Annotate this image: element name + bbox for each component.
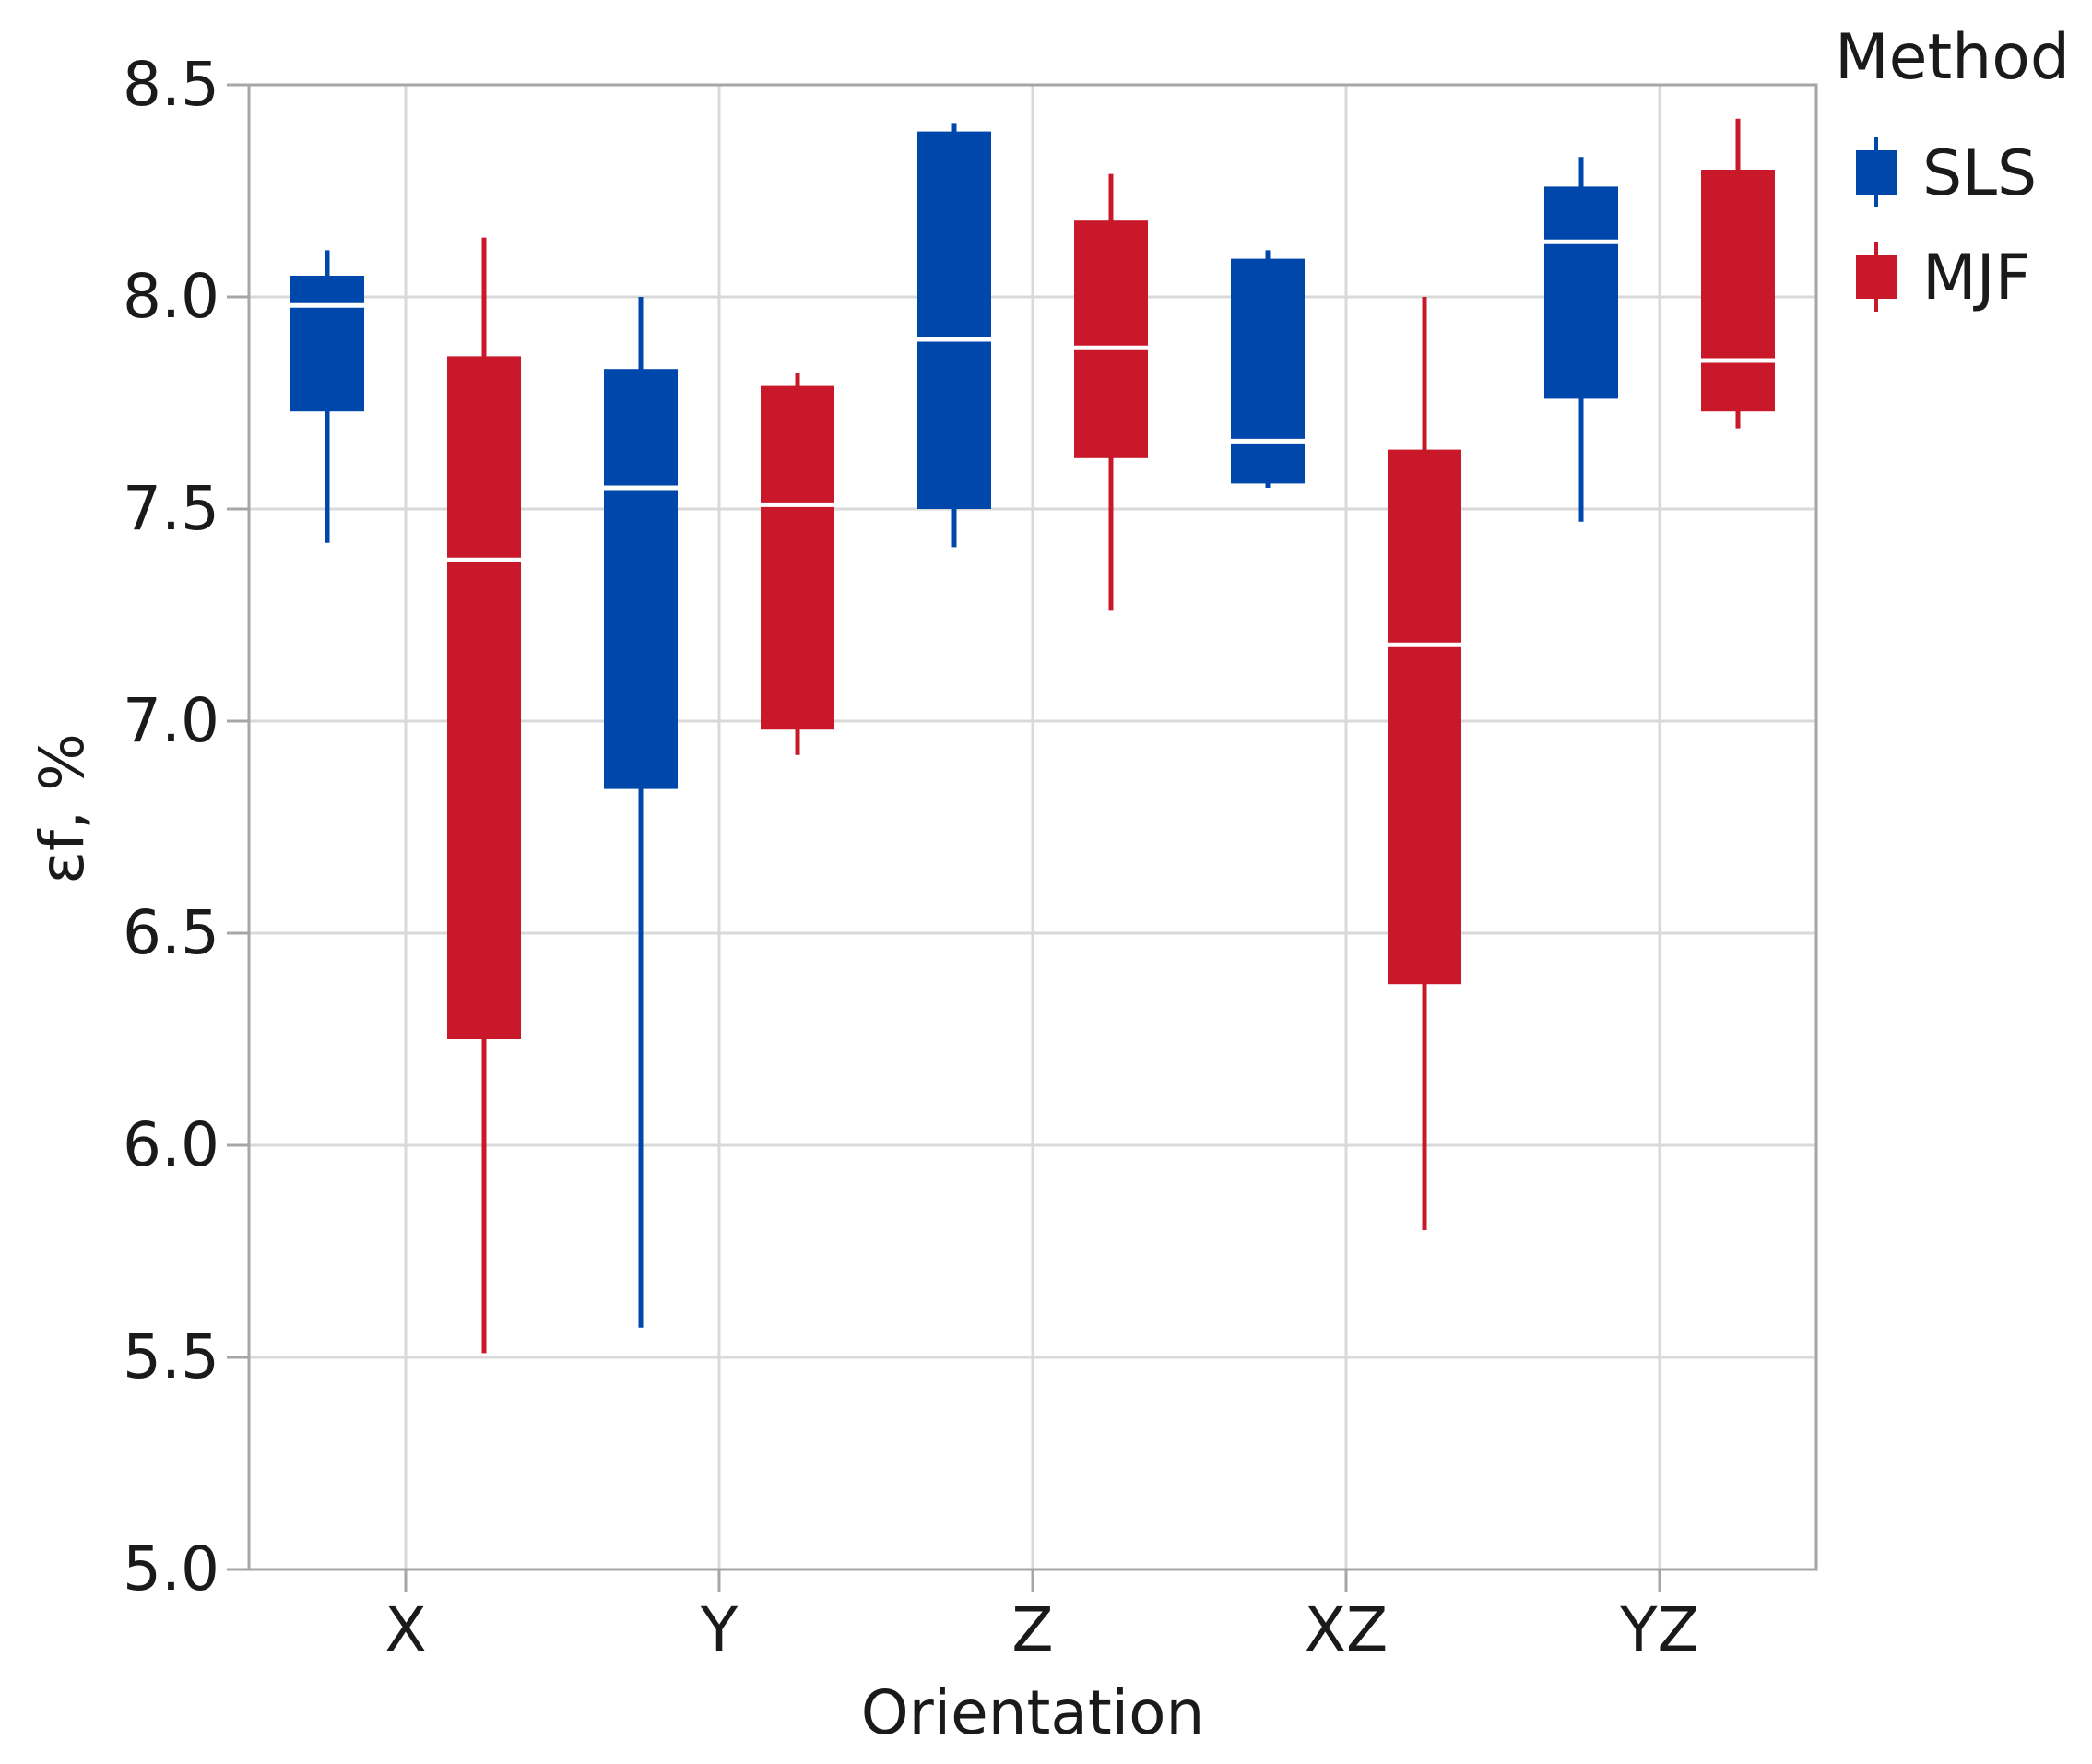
y-tick-label: 5.5 [123, 1321, 219, 1392]
y-axis-label: εf, % [27, 733, 98, 884]
legend-item-mjf: MJF [1856, 242, 2031, 314]
legend-swatch [1856, 255, 1897, 299]
box-iqr [1074, 220, 1148, 458]
box-iqr [290, 276, 364, 412]
box-mjf-x [447, 237, 521, 1354]
box-sls-yz [1544, 157, 1618, 522]
y-tick-label: 6.5 [123, 897, 219, 968]
box-iqr [761, 385, 834, 730]
x-tick-label: Y [700, 1594, 739, 1665]
legend: Method SLS MJF [1835, 21, 2070, 314]
x-tick-label: YZ [1619, 1594, 1699, 1665]
y-axis-ticks: 5.0 5.5 6.0 6.5 7.0 7.5 8.0 8.5 [123, 49, 249, 1604]
x-tick-label: XZ [1305, 1594, 1388, 1665]
box-iqr [1388, 449, 1461, 985]
legend-label: MJF [1922, 242, 2031, 314]
y-tick-label: 5.0 [123, 1533, 219, 1604]
box-iqr [1701, 170, 1775, 412]
box-mjf-y [761, 373, 834, 755]
box-iqr [447, 356, 521, 1039]
box-mjf-z [1074, 173, 1148, 611]
legend-label: SLS [1922, 137, 2037, 210]
y-tick-label: 7.0 [123, 685, 219, 756]
y-tick-label: 8.0 [123, 261, 219, 332]
box-iqr [1231, 258, 1305, 484]
box-sls-y [604, 297, 678, 1328]
box-sls-xz [1231, 250, 1305, 488]
box-iqr [917, 131, 991, 509]
legend-item-sls: SLS [1856, 137, 2037, 210]
legend-swatch [1856, 150, 1897, 195]
box-sls-z [917, 123, 991, 548]
y-tick-label: 7.5 [123, 473, 219, 544]
box-mjf-xz [1388, 297, 1461, 1230]
box-marks [290, 118, 1775, 1354]
y-tick-label: 8.5 [123, 49, 219, 120]
legend-title: Method [1835, 21, 2070, 94]
box-iqr [1544, 186, 1618, 399]
x-tick-label: Z [1011, 1594, 1053, 1665]
x-axis-label: Orientation [861, 1677, 1205, 1748]
y-tick-label: 6.0 [123, 1109, 219, 1180]
x-tick-label: X [384, 1594, 426, 1665]
box-mjf-yz [1701, 118, 1775, 429]
x-axis-ticks: X Y Z XZ YZ [384, 1569, 1699, 1665]
box-iqr [604, 369, 678, 789]
box-sls-x [290, 250, 364, 543]
